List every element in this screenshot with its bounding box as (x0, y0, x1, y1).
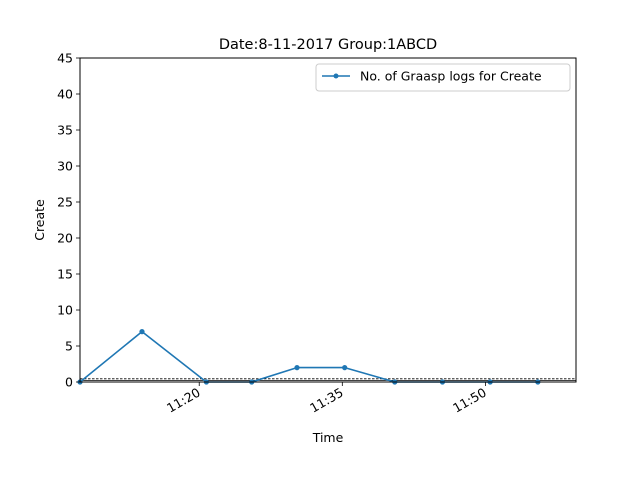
y-tick-label: 25 (57, 195, 73, 210)
legend-box (315, 63, 571, 92)
legend-label: No. of Graasp logs for Create (360, 69, 542, 84)
y-tick-label: 40 (57, 87, 73, 102)
y-tick-label: 0 (65, 375, 73, 390)
horizontal-reference-lines (80, 378, 576, 381)
y-tick-label: 35 (57, 123, 73, 138)
chart-title: Date:8-11-2017 Group:1ABCD (219, 37, 437, 53)
y-axis-label: Create (32, 199, 47, 241)
x-axis-label: Time (312, 430, 344, 445)
y-axis: 0 5 10 15 20 25 30 35 40 45 (57, 51, 80, 390)
y-tick-label: 10 (57, 303, 73, 318)
data-point (294, 365, 300, 371)
y-tick-label: 15 (57, 267, 73, 282)
legend-marker (333, 73, 339, 79)
plot-frame (79, 57, 577, 383)
y-tick-label: 5 (65, 339, 73, 354)
data-point (139, 329, 145, 335)
y-tick-label: 45 (57, 51, 73, 66)
data-point (342, 365, 348, 371)
legend: No. of Graasp logs for Create (315, 63, 571, 92)
y-tick-label: 20 (57, 231, 73, 246)
y-tick-label: 30 (57, 159, 73, 174)
